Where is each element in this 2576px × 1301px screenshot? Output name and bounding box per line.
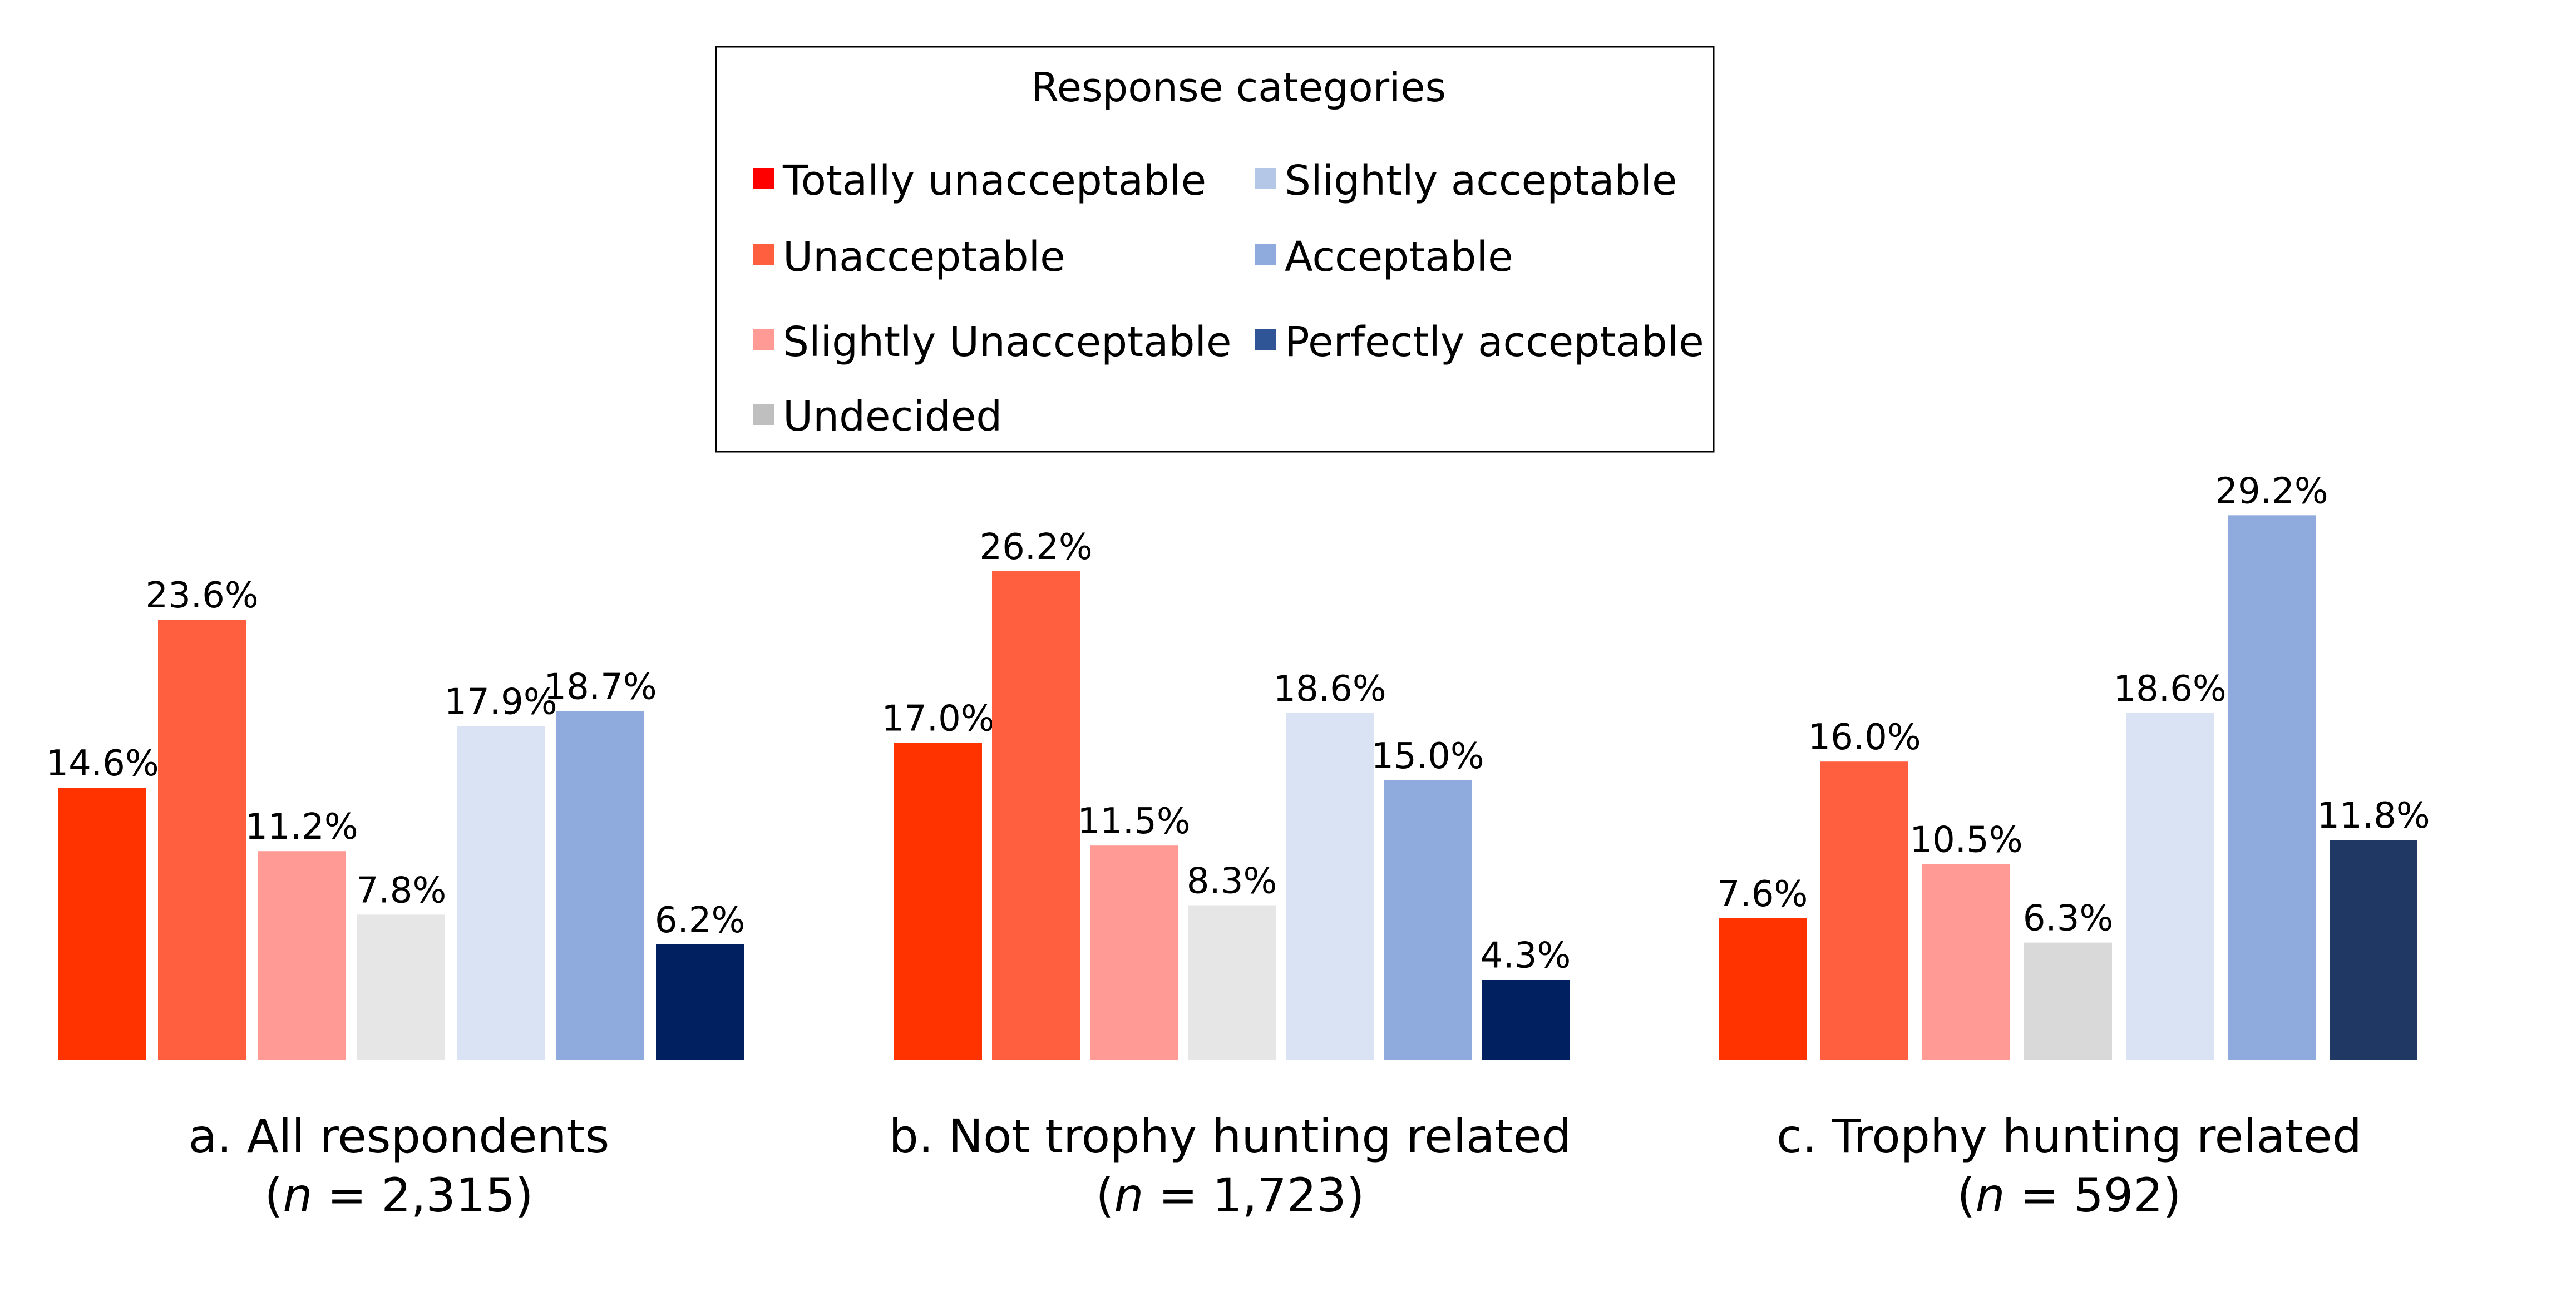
legend-swatch <box>1255 329 1276 350</box>
bar <box>656 944 744 1060</box>
data-label: 23.6% <box>145 575 258 616</box>
legend-item: Unacceptable <box>753 233 1065 281</box>
bar <box>1090 845 1178 1060</box>
n-symbol: n <box>1114 1168 1143 1223</box>
data-label: 7.8% <box>356 870 447 911</box>
subtitle-part: ( <box>1095 1168 1114 1223</box>
subtitle-part: = 1,723) <box>1144 1168 1365 1223</box>
bar-group: 17.0% 26.2% 11.5% 8.3% 18.6% 15.0% 4.3% b. Not … <box>881 527 1571 1223</box>
bar <box>556 711 644 1060</box>
data-label: 26.2% <box>979 527 1092 568</box>
data-label: 8.3% <box>1187 861 1277 902</box>
n-symbol: n <box>283 1168 312 1223</box>
legend-swatch <box>753 404 774 425</box>
bar-group: 7.6% 16.0% 10.5%6.3% 18.6% 29.2% 11.8% c. Trop… <box>1718 471 2430 1223</box>
legend-title: Response categories <box>1031 64 1446 111</box>
group-subtitle: (n = 2,315) <box>264 1168 533 1223</box>
bar <box>1188 905 1276 1060</box>
subtitle-part: ( <box>1957 1168 1976 1223</box>
group-subtitle: (n = 1,723) <box>1095 1168 1364 1223</box>
data-label: 29.2% <box>2215 471 2328 512</box>
bar <box>457 726 545 1060</box>
data-label: 17.9% <box>444 681 557 723</box>
legend-swatch <box>753 168 774 189</box>
bar-group: 14.6% 23.6% 11.2% 7.8% 17.9%18.7% 6.2% a. All … <box>46 575 745 1223</box>
subtitle-part: = 592) <box>2005 1168 2182 1223</box>
data-label: 17.0% <box>881 699 994 740</box>
legend-item: Perfectly acceptable <box>1255 318 1704 366</box>
subtitle-part: = 2,315) <box>313 1168 534 1223</box>
data-label: 11.8% <box>2317 795 2430 837</box>
bar <box>992 571 1080 1060</box>
data-label: 18.7% <box>544 667 657 708</box>
group-title: b. Not trophy hunting related <box>889 1109 1572 1164</box>
legend-swatch <box>753 244 774 265</box>
group-subtitle: (n = 592) <box>1957 1168 2182 1223</box>
legend-label: Undecided <box>783 393 1002 441</box>
legend-label: Unacceptable <box>783 233 1065 281</box>
bar <box>258 851 346 1060</box>
bar <box>1286 713 1374 1060</box>
legend-label: Perfectly acceptable <box>1285 318 1704 366</box>
data-label: 7.6% <box>1718 874 1808 915</box>
bar <box>158 620 246 1060</box>
bar <box>2126 713 2214 1060</box>
legend: Response categories Totally unacceptable… <box>715 46 1715 453</box>
data-label: 18.6% <box>2113 669 2226 710</box>
legend-label: Slightly Unacceptable <box>783 318 1232 366</box>
bar <box>2024 942 2112 1060</box>
legend-label: Totally unacceptable <box>782 157 1206 205</box>
bar <box>1820 761 1908 1060</box>
group-title: c. Trophy hunting related <box>1776 1109 2362 1164</box>
bar <box>2330 840 2417 1060</box>
bar <box>58 788 146 1060</box>
data-label: 4.3% <box>1481 936 1571 977</box>
bar <box>1922 864 2010 1060</box>
legend-swatch <box>1255 168 1276 189</box>
bar <box>894 743 982 1060</box>
data-label: 18.6% <box>1273 669 1386 710</box>
bar <box>1719 918 1807 1060</box>
bar <box>1384 780 1472 1060</box>
n-symbol: n <box>1975 1168 2005 1223</box>
legend-label: Acceptable <box>1285 233 1513 281</box>
legend-item: Totally unacceptable <box>753 157 1206 205</box>
legend-swatch <box>1255 244 1276 265</box>
data-label: 6.3% <box>2023 898 2114 939</box>
legend-item: Undecided <box>753 393 1002 441</box>
data-label: 6.2% <box>655 900 746 941</box>
bar <box>1482 980 1570 1060</box>
data-label: 14.6% <box>46 743 159 784</box>
legend-item: Acceptable <box>1255 233 1513 281</box>
legend-label: Slightly acceptable <box>1285 157 1677 205</box>
data-label: 16.0% <box>1808 717 1921 758</box>
legend-swatch <box>753 329 774 350</box>
legend-item: Slightly Unacceptable <box>753 318 1232 366</box>
group-title: a. All respondents <box>189 1109 610 1164</box>
data-label: 11.5% <box>1077 801 1190 842</box>
data-label: 11.2% <box>245 807 358 848</box>
bar <box>357 914 445 1060</box>
legend-box <box>715 46 1715 453</box>
bar <box>2228 515 2316 1060</box>
data-label: 15.0% <box>1371 736 1484 777</box>
data-label: 10.5% <box>1909 820 2022 861</box>
subtitle-part: ( <box>264 1168 283 1223</box>
legend-item: Slightly acceptable <box>1255 157 1677 205</box>
